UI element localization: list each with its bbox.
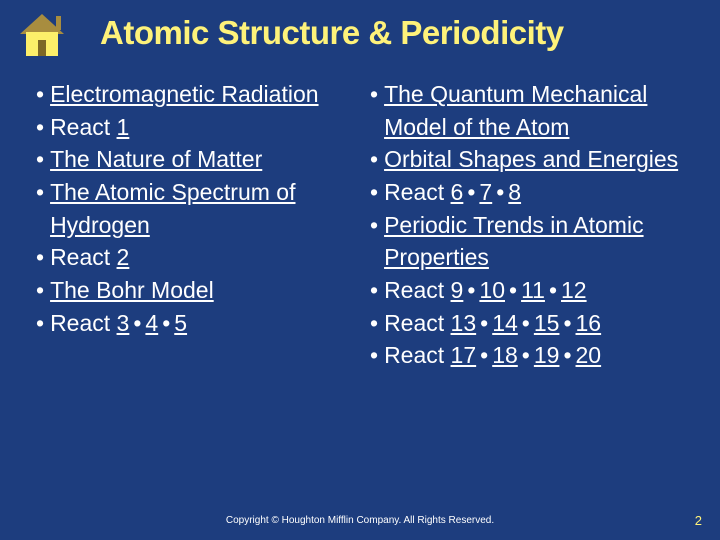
bullet-icon: •: [36, 307, 50, 340]
bullet-icon: •: [36, 241, 50, 274]
link-react-4[interactable]: 4: [145, 310, 158, 336]
list-item: • React 1: [36, 111, 358, 144]
list-item: • React 17•18•19•20: [370, 339, 696, 372]
link-react-16[interactable]: 16: [576, 310, 602, 336]
home-icon[interactable]: [18, 10, 66, 58]
lead-text: React: [384, 342, 450, 368]
separator: •: [518, 342, 534, 368]
bullet-icon: •: [36, 143, 50, 176]
link-react-19[interactable]: 19: [534, 342, 560, 368]
link-react-13[interactable]: 13: [451, 310, 477, 336]
link-react-2[interactable]: 2: [117, 244, 130, 270]
link-react-3[interactable]: 3: [117, 310, 130, 336]
separator: •: [545, 277, 561, 303]
link-react-1[interactable]: 1: [117, 114, 130, 140]
list-item: • React 13•14•15•16: [370, 307, 696, 340]
separator: •: [463, 277, 479, 303]
copyright-text: Copyright © Houghton Mifflin Company. Al…: [0, 515, 720, 526]
lead-text: React: [50, 310, 116, 336]
link-bohr-model[interactable]: The Bohr Model: [50, 277, 214, 303]
separator: •: [518, 310, 534, 336]
list-item: • Periodic Trends in Atomic Properties: [370, 209, 696, 274]
list-item: • React 3•4•5: [36, 307, 358, 340]
list-item: • The Quantum Mechanical Model of the At…: [370, 78, 696, 143]
bullet-icon: •: [370, 176, 384, 209]
link-react-8[interactable]: 8: [508, 179, 521, 205]
list-item: • The Atomic Spectrum of Hydrogen: [36, 176, 358, 241]
bullet-icon: •: [370, 339, 384, 372]
bullet-icon: •: [370, 209, 384, 242]
list-item: • React 6•7•8: [370, 176, 696, 209]
separator: •: [129, 310, 145, 336]
bullet-icon: •: [370, 274, 384, 307]
link-orbital-shapes-energies[interactable]: Orbital Shapes and Energies: [384, 146, 678, 172]
link-atomic-spectrum-hydrogen[interactable]: The Atomic Spectrum of Hydrogen: [50, 179, 295, 238]
bullet-icon: •: [370, 143, 384, 176]
link-react-14[interactable]: 14: [492, 310, 518, 336]
list-item: • React 9•10•11•12: [370, 274, 696, 307]
list-item: • The Nature of Matter: [36, 143, 358, 176]
link-nature-of-matter[interactable]: The Nature of Matter: [50, 146, 262, 172]
separator: •: [476, 342, 492, 368]
lead-text: React: [50, 114, 116, 140]
link-react-20[interactable]: 20: [576, 342, 602, 368]
link-react-18[interactable]: 18: [492, 342, 518, 368]
bullet-icon: •: [36, 78, 50, 111]
slide-number: 2: [695, 513, 702, 528]
bullet-icon: •: [36, 176, 50, 209]
right-column: • The Quantum Mechanical Model of the At…: [370, 78, 696, 372]
separator: •: [559, 342, 575, 368]
link-react-5[interactable]: 5: [174, 310, 187, 336]
link-react-15[interactable]: 15: [534, 310, 560, 336]
link-react-7[interactable]: 7: [479, 179, 492, 205]
lead-text: React: [384, 310, 450, 336]
link-react-17[interactable]: 17: [451, 342, 477, 368]
bullet-icon: •: [36, 111, 50, 144]
link-react-10[interactable]: 10: [479, 277, 505, 303]
content-columns: • Electromagnetic Radiation • React 1 • …: [36, 78, 696, 372]
list-item: • Orbital Shapes and Energies: [370, 143, 696, 176]
separator: •: [492, 179, 508, 205]
bullet-icon: •: [370, 78, 384, 111]
separator: •: [158, 310, 174, 336]
link-electromagnetic-radiation[interactable]: Electromagnetic Radiation: [50, 81, 318, 107]
link-react-6[interactable]: 6: [451, 179, 464, 205]
link-react-12[interactable]: 12: [561, 277, 587, 303]
bullet-icon: •: [370, 307, 384, 340]
separator: •: [463, 179, 479, 205]
bullet-icon: •: [36, 274, 50, 307]
lead-text: React: [50, 244, 116, 270]
separator: •: [559, 310, 575, 336]
left-column: • Electromagnetic Radiation • React 1 • …: [36, 78, 358, 372]
list-item: • Electromagnetic Radiation: [36, 78, 358, 111]
slide-title: Atomic Structure & Periodicity: [100, 14, 564, 52]
separator: •: [476, 310, 492, 336]
list-item: • The Bohr Model: [36, 274, 358, 307]
separator: •: [505, 277, 521, 303]
list-item: • React 2: [36, 241, 358, 274]
lead-text: React: [384, 179, 450, 205]
lead-text: React: [384, 277, 450, 303]
link-periodic-trends[interactable]: Periodic Trends in Atomic Properties: [384, 212, 644, 271]
link-react-9[interactable]: 9: [451, 277, 464, 303]
link-quantum-mechanical-model[interactable]: The Quantum Mechanical Model of the Atom: [384, 81, 647, 140]
link-react-11[interactable]: 11: [521, 277, 545, 303]
